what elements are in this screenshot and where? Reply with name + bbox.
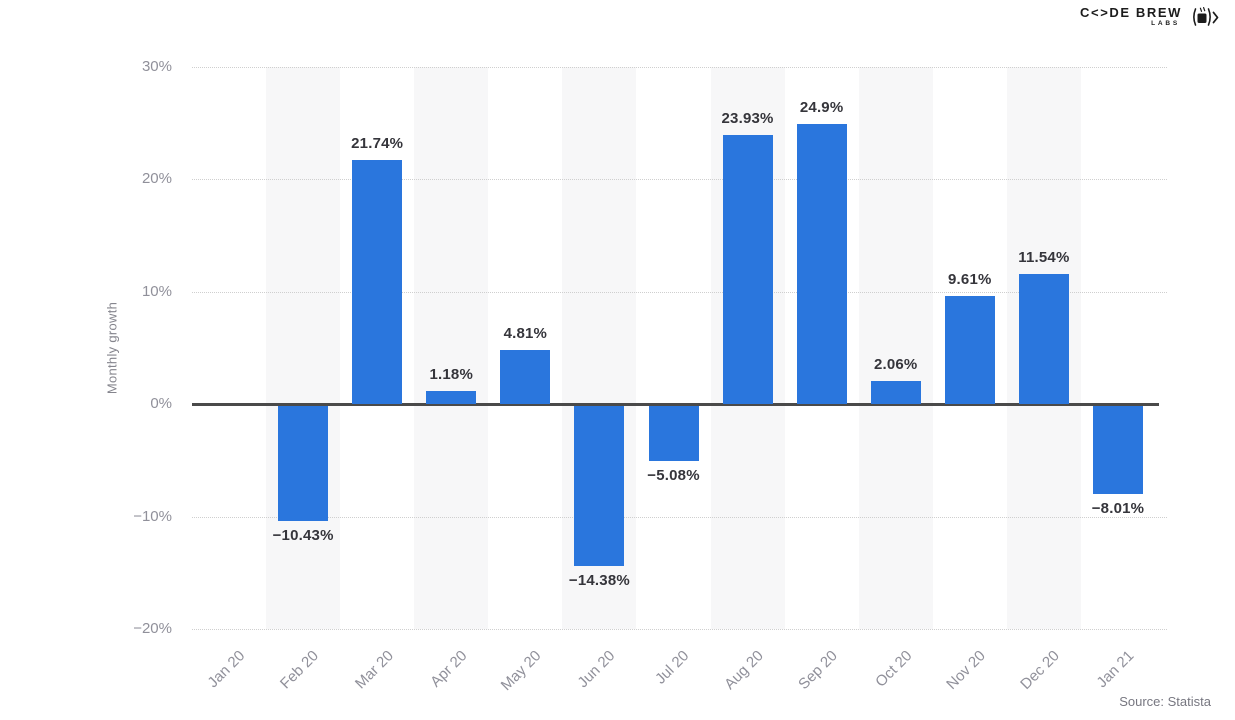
source-attribution: Source: Statista [1119,694,1211,709]
x-tick-label-mar-20: Mar 20 [351,647,397,693]
x-tick-label-feb-20: Feb 20 [277,647,323,693]
y-axis-title: Monthly growth [104,301,120,395]
bar-dec-20[interactable] [1018,274,1069,405]
y-tick-label-0: 0% [150,395,172,413]
y-tick-label--10: −10% [133,507,172,525]
code-brew-labs-logo: C<>DE BREW LABS [1080,5,1219,29]
y-tick-label-20: 20% [141,170,172,188]
x-tick-label-oct-20: Oct 20 [871,647,916,691]
value-label-feb-20: −10.43% [272,527,334,545]
bar-aug-20[interactable] [722,135,773,405]
y-tick-label-30: 30% [141,58,172,75]
column-band-oct-20 [858,67,933,629]
value-label-nov-20: 9.61% [948,271,992,289]
logo-sub-text: LABS [1151,20,1180,28]
value-label-oct-20: 2.06% [873,356,918,374]
bar-oct-20[interactable] [870,381,921,405]
bar-apr-20[interactable] [426,390,477,405]
bar-nov-20[interactable] [944,296,995,405]
x-tick-label-jan-20: Jan 20 [204,647,249,692]
gridline-30pct [192,67,1167,68]
y-tick-label-10: 10% [141,282,172,300]
x-tick-label-may-20: May 20 [497,647,545,695]
bar-jun-20[interactable] [574,405,625,566]
value-label-jun-20: −14.38% [568,571,630,589]
bar-jan-21[interactable] [1092,405,1143,495]
bar-feb-20[interactable] [278,405,329,522]
x-tick-label-dec-20: Dec 20 [1017,647,1064,693]
y-tick-label--20: −20% [133,620,172,637]
value-label-jan-21: −8.01% [1091,500,1145,518]
x-axis-zero-line [192,402,1159,406]
x-tick-label-aug-20: Aug 20 [721,647,767,693]
value-label-jul-20: −5.08% [647,467,700,485]
bar-mar-20[interactable] [352,159,403,405]
coffee-mug-code-icon [1193,7,1219,26]
value-label-sep-20: 24.9% [799,99,844,117]
gridline--10pct [192,516,1167,518]
logo-main-text: C<>DE BREW [1080,5,1182,21]
bar-sep-20[interactable] [796,124,847,405]
x-tick-label-apr-20: Apr 20 [427,647,471,691]
x-tick-label-jan-21: Jan 21 [1093,647,1138,692]
column-band-apr-20 [414,67,489,629]
gridline--20pct [192,629,1167,630]
x-tick-label-jul-20: Jul 20 [652,647,693,688]
gridline-10pct [192,291,1167,293]
x-tick-label-sep-20: Sep 20 [795,647,841,693]
value-label-dec-20: 11.54% [1018,249,1070,267]
logo-wordmark: C<>DE BREW LABS [1080,6,1182,28]
column-band-feb-20 [266,67,341,629]
x-tick-label-jun-20: Jun 20 [574,647,619,692]
value-label-mar-20: 21.74% [351,134,404,152]
value-label-apr-20: 1.18% [429,365,474,383]
gridline-20pct [192,179,1167,181]
x-tick-label-nov-20: Nov 20 [943,647,990,693]
value-label-aug-20: 23.93% [721,110,774,128]
bar-jul-20[interactable] [648,405,699,462]
bar-may-20[interactable] [500,350,551,405]
value-label-may-20: 4.81% [503,325,548,343]
